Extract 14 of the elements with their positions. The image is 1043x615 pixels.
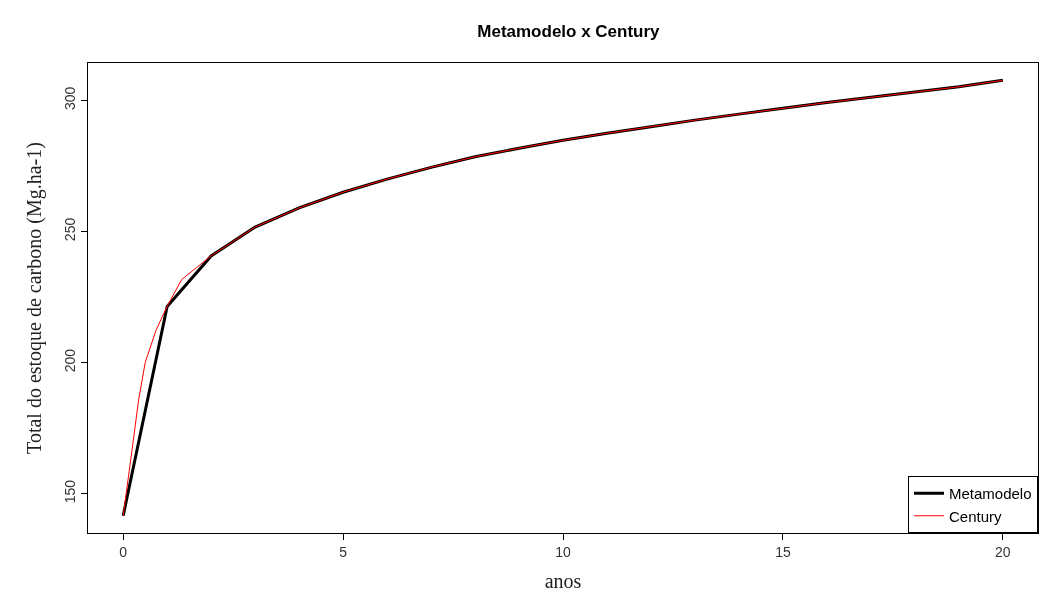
x-tick-label: 20 [995, 543, 1011, 560]
x-tick-label: 5 [339, 543, 348, 560]
x-axis-title: anos [544, 570, 582, 593]
chart-title: Metamodelo x Century [477, 21, 661, 41]
y-tick-label: 150 [62, 479, 79, 504]
legend-label: Century [949, 507, 1003, 525]
y-tick-label: 250 [62, 217, 79, 242]
legend-label: Metamodelo [949, 485, 1032, 503]
y-axis-title: Total do estoque de carbono (Mg.ha-1) [22, 142, 46, 454]
x-tick-label: 0 [119, 543, 128, 560]
x-tick-label: 15 [775, 543, 791, 560]
x-tick-label: 10 [555, 543, 571, 560]
y-tick-label: 300 [62, 86, 79, 111]
y-tick-label: 200 [62, 348, 79, 373]
